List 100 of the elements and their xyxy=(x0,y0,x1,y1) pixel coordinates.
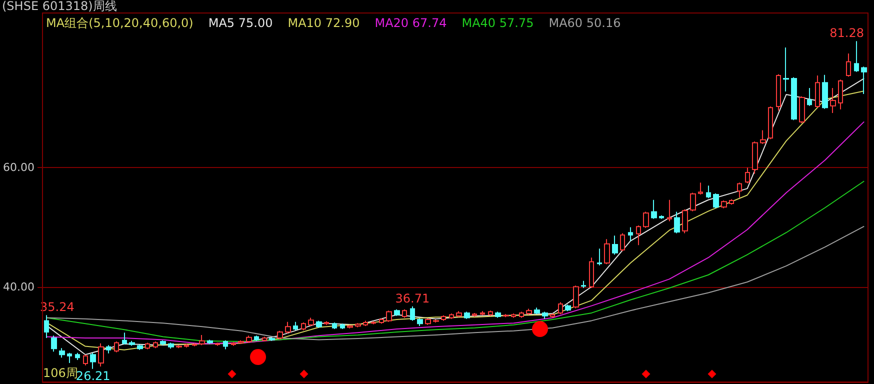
candlestick xyxy=(347,324,353,329)
candlestick xyxy=(340,323,345,330)
text: MA20 67.74 xyxy=(374,16,447,30)
candlestick xyxy=(456,310,462,318)
annotation: 81.28 xyxy=(830,26,864,40)
chart-title: (SHSE 601318)周线 xyxy=(2,0,117,13)
candlestick xyxy=(690,192,696,212)
legend-title: MA组合(5,10,20,40,60,0) xyxy=(46,16,194,30)
y-tick-label: 60.00 xyxy=(2,161,34,174)
candlestick xyxy=(636,224,641,246)
candlestick xyxy=(75,352,80,360)
candlestick xyxy=(861,66,867,94)
candlestick xyxy=(355,322,361,328)
candlestick xyxy=(542,311,548,320)
candlestick xyxy=(721,200,727,209)
candlestick xyxy=(550,313,555,318)
candlestick xyxy=(199,334,205,346)
candlestick xyxy=(449,313,454,320)
candlestick xyxy=(815,74,820,108)
candlestick xyxy=(783,47,789,92)
candlestick xyxy=(394,308,400,316)
candlestick xyxy=(215,342,220,346)
candlestick xyxy=(472,312,477,318)
candlestick xyxy=(729,198,734,206)
candlestick xyxy=(269,336,275,342)
candlestick xyxy=(464,311,470,320)
candlestick xyxy=(604,238,610,265)
candlestick xyxy=(760,130,766,144)
candlestick xyxy=(667,199,672,222)
candlestick xyxy=(277,330,283,340)
candlestick xyxy=(90,352,96,370)
annotation: 106周 xyxy=(43,366,78,380)
y-tick-label: 40.00 xyxy=(2,280,34,294)
candlestick xyxy=(379,318,384,324)
candlestick xyxy=(386,310,392,322)
candlestick xyxy=(168,342,174,350)
candlestick xyxy=(160,340,166,346)
candlestick xyxy=(807,87,812,106)
candlestick xyxy=(674,211,680,234)
candlestick xyxy=(480,310,485,316)
candlestick xyxy=(371,320,376,325)
candlestick xyxy=(682,208,688,234)
candlestick xyxy=(83,354,88,366)
candlestick xyxy=(791,76,797,121)
candlestick xyxy=(59,348,65,358)
candlestick xyxy=(293,321,298,331)
candlestick xyxy=(402,308,407,318)
candlestick xyxy=(830,87,836,114)
candlestick xyxy=(628,226,633,242)
candlestick xyxy=(519,311,524,318)
candlestick xyxy=(262,336,267,342)
candlestick xyxy=(285,321,291,334)
candlestick xyxy=(106,344,111,354)
text: MA5 75.00 xyxy=(208,16,273,30)
candlestick xyxy=(51,335,57,352)
candlestick xyxy=(488,310,493,316)
candlestick xyxy=(246,335,252,344)
candlestick xyxy=(752,141,758,174)
annotation: 36.71 xyxy=(395,291,430,306)
candlestick xyxy=(410,306,415,322)
candlestick xyxy=(589,257,594,288)
text: MA60 50.16 xyxy=(548,16,621,30)
candlestick xyxy=(799,96,805,124)
candlestick xyxy=(854,40,859,72)
candlestick xyxy=(565,304,571,312)
candlestick xyxy=(495,311,501,318)
candlestick xyxy=(503,314,509,318)
candlestick xyxy=(308,317,314,327)
candlestick xyxy=(534,307,540,315)
candlestick xyxy=(713,192,719,209)
candlestick xyxy=(114,341,119,353)
candlestick xyxy=(207,339,213,344)
candlestick xyxy=(363,320,368,327)
candlestick xyxy=(417,318,423,327)
candlestick xyxy=(620,232,625,252)
candlestick xyxy=(745,167,750,184)
candlestick xyxy=(776,74,781,112)
candlestick xyxy=(316,320,322,328)
candlestick xyxy=(737,182,742,198)
candlestick xyxy=(612,235,618,256)
candlestick xyxy=(511,313,516,318)
candlestick xyxy=(98,342,104,368)
candlestick xyxy=(122,332,127,346)
candlestick xyxy=(223,340,228,350)
candlestick xyxy=(254,335,259,342)
candlestick xyxy=(659,214,664,220)
candlestick xyxy=(184,343,189,348)
text: MA40 57.75 xyxy=(462,16,534,30)
text: MA10 72.90 xyxy=(288,16,360,30)
candlestick xyxy=(324,320,329,326)
candlestick xyxy=(238,340,244,344)
candlestick xyxy=(768,106,773,140)
candlestick xyxy=(597,248,602,266)
candlestick xyxy=(643,211,649,228)
candlestick xyxy=(176,344,182,349)
candlestick xyxy=(651,199,657,220)
candlestick xyxy=(822,74,828,110)
candlestick xyxy=(526,308,532,316)
candlestick xyxy=(153,341,158,349)
annotation: 26.21 xyxy=(76,368,110,383)
